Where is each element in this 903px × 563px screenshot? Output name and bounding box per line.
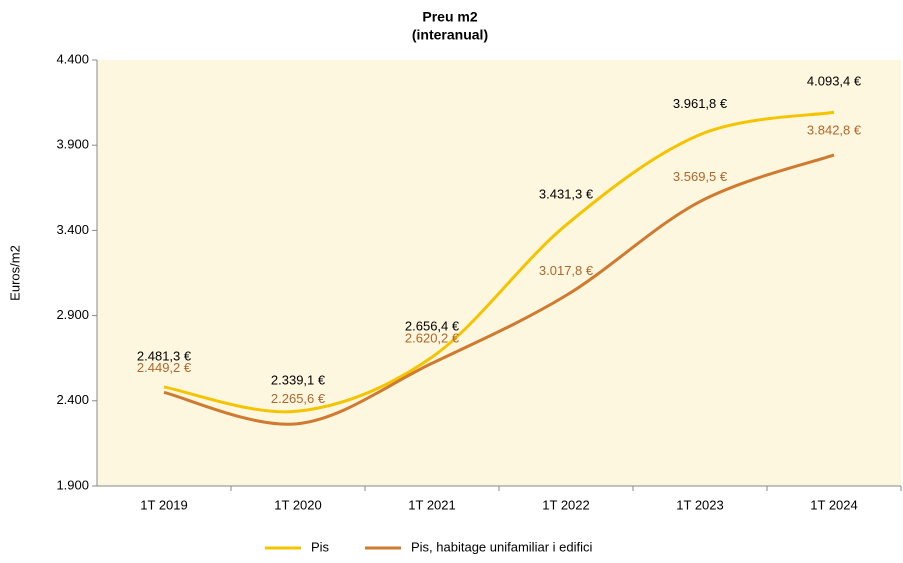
data-label: 2.449,2 € — [137, 360, 192, 375]
data-label: 2.265,6 € — [271, 391, 326, 406]
data-label: 2.481,3 € — [137, 348, 192, 363]
data-label: 3.842,8 € — [807, 122, 862, 137]
legend-label: Pis — [311, 539, 330, 554]
data-label: 2.339,1 € — [271, 373, 326, 388]
data-label: 3.017,8 € — [539, 263, 594, 278]
plot-area — [97, 60, 901, 486]
chart-title: Preu m2 — [422, 9, 477, 25]
y-tick-label: 3.900 — [56, 137, 89, 152]
x-tick-label: 1T 2024 — [810, 497, 857, 512]
x-tick-label: 1T 2019 — [140, 497, 187, 512]
x-tick-label: 1T 2022 — [542, 497, 589, 512]
line — [163, 110, 835, 414]
data-label: 3.961,8 € — [673, 96, 728, 111]
data-label: 2.620,2 € — [405, 331, 460, 346]
y-tick-label: 4.400 — [56, 51, 89, 66]
x-tick-label: 1T 2023 — [676, 497, 723, 512]
legend-label: Pis, habitage unifamiliar i edifici — [411, 539, 592, 554]
data-label: 2.656,4 € — [405, 319, 460, 334]
y-tick-label: 2.900 — [56, 307, 89, 322]
y-tick-label: 2.400 — [56, 392, 89, 407]
y-axis-label: Euros/m2 — [7, 245, 22, 301]
x-tick-label: 1T 2021 — [408, 497, 455, 512]
y-tick-label: 1.900 — [56, 477, 89, 492]
line — [163, 153, 835, 426]
data-label: 3.569,5 € — [673, 169, 728, 184]
x-tick-label: 1T 2020 — [274, 497, 321, 512]
y-tick-label: 3.400 — [56, 222, 89, 237]
data-label: 3.431,3 € — [539, 187, 594, 202]
chart-subtitle: (interanual) — [412, 27, 488, 43]
data-label: 4.093,4 € — [807, 74, 862, 89]
